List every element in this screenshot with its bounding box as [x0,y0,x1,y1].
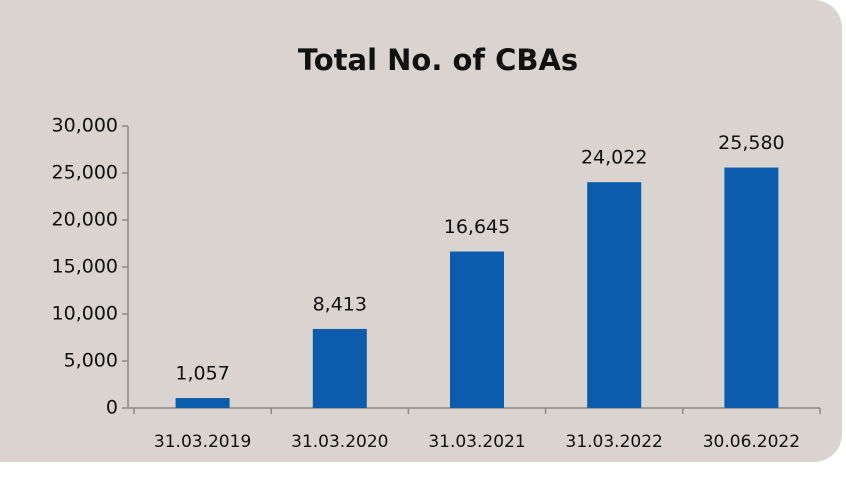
y-tick-label: 10,000 [52,303,118,325]
x-tick-label: 31.03.2022 [566,432,663,452]
value-label: 1,057 [175,363,229,385]
y-tick-label: 15,000 [52,256,118,278]
x-tick-label: 30.06.2022 [703,432,800,452]
x-tick-label: 31.03.2021 [428,432,525,452]
value-label: 24,022 [581,147,647,169]
y-tick-label: 0 [106,397,118,419]
x-tick-label: 31.03.2019 [154,432,251,452]
value-label: 8,413 [313,293,367,315]
bar [724,167,779,408]
y-tick-label: 5,000 [64,350,118,372]
x-tick-label: 31.03.2020 [291,432,388,452]
y-tick-label: 25,000 [52,162,118,184]
bar [587,182,642,408]
chart-title: Total No. of CBAs [298,43,578,77]
value-label: 16,645 [444,216,510,238]
bar [175,398,230,408]
bar [450,251,504,408]
value-label: 25,580 [718,132,784,154]
y-tick-label: 20,000 [52,209,118,231]
y-tick-label: 30,000 [52,115,118,137]
bar [312,328,367,408]
